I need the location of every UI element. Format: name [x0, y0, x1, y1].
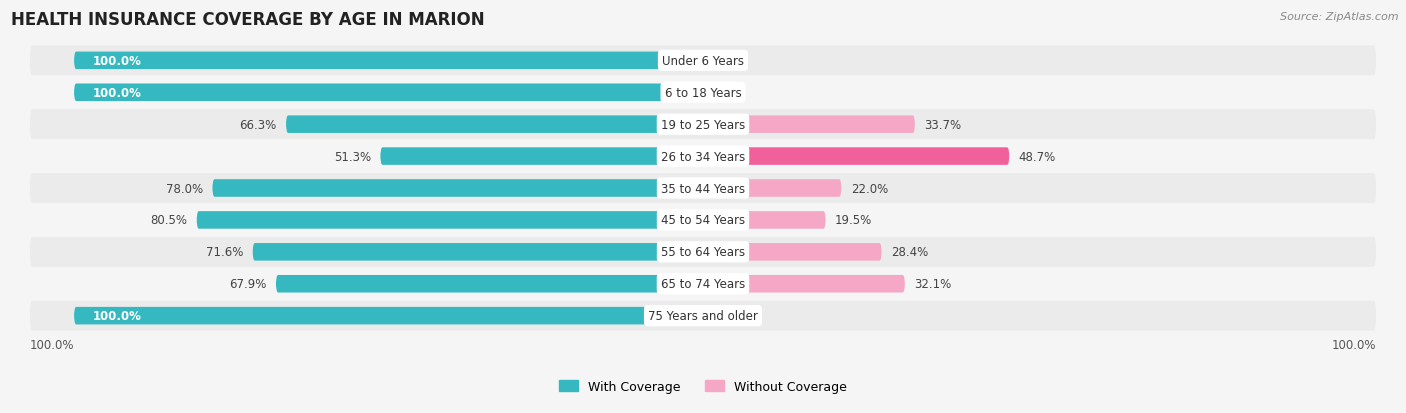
Text: 0.0%: 0.0% — [716, 309, 745, 323]
FancyBboxPatch shape — [703, 211, 825, 229]
FancyBboxPatch shape — [75, 52, 703, 70]
FancyBboxPatch shape — [30, 78, 1376, 108]
Text: 65 to 74 Years: 65 to 74 Years — [661, 278, 745, 291]
Text: 26 to 34 Years: 26 to 34 Years — [661, 150, 745, 163]
Text: 19.5%: 19.5% — [835, 214, 872, 227]
Text: 100.0%: 100.0% — [30, 338, 75, 351]
Text: 45 to 54 Years: 45 to 54 Years — [661, 214, 745, 227]
FancyBboxPatch shape — [30, 110, 1376, 140]
FancyBboxPatch shape — [285, 116, 703, 134]
Text: Source: ZipAtlas.com: Source: ZipAtlas.com — [1281, 12, 1399, 22]
Text: 100.0%: 100.0% — [1331, 338, 1376, 351]
FancyBboxPatch shape — [197, 211, 703, 229]
FancyBboxPatch shape — [212, 180, 703, 197]
FancyBboxPatch shape — [30, 142, 1376, 172]
FancyBboxPatch shape — [703, 244, 882, 261]
Text: 33.7%: 33.7% — [924, 119, 962, 131]
Text: 51.3%: 51.3% — [333, 150, 371, 163]
Text: 35 to 44 Years: 35 to 44 Years — [661, 182, 745, 195]
Text: 48.7%: 48.7% — [1019, 150, 1056, 163]
FancyBboxPatch shape — [30, 237, 1376, 267]
Text: 80.5%: 80.5% — [150, 214, 187, 227]
Text: HEALTH INSURANCE COVERAGE BY AGE IN MARION: HEALTH INSURANCE COVERAGE BY AGE IN MARI… — [11, 11, 485, 29]
Text: 67.9%: 67.9% — [229, 278, 267, 291]
Legend: With Coverage, Without Coverage: With Coverage, Without Coverage — [554, 375, 852, 398]
FancyBboxPatch shape — [703, 148, 1010, 166]
Text: Under 6 Years: Under 6 Years — [662, 55, 744, 68]
FancyBboxPatch shape — [75, 307, 703, 325]
Text: 0.0%: 0.0% — [716, 87, 745, 100]
Text: 19 to 25 Years: 19 to 25 Years — [661, 119, 745, 131]
FancyBboxPatch shape — [381, 148, 703, 166]
FancyBboxPatch shape — [30, 46, 1376, 76]
Text: 28.4%: 28.4% — [891, 246, 928, 259]
Text: 6 to 18 Years: 6 to 18 Years — [665, 87, 741, 100]
Text: 75 Years and older: 75 Years and older — [648, 309, 758, 323]
Text: 32.1%: 32.1% — [914, 278, 952, 291]
Text: 78.0%: 78.0% — [166, 182, 202, 195]
FancyBboxPatch shape — [30, 301, 1376, 331]
FancyBboxPatch shape — [30, 269, 1376, 299]
Text: 100.0%: 100.0% — [93, 55, 142, 68]
FancyBboxPatch shape — [703, 116, 915, 134]
Text: 66.3%: 66.3% — [239, 119, 277, 131]
FancyBboxPatch shape — [703, 275, 905, 293]
Text: 71.6%: 71.6% — [205, 246, 243, 259]
FancyBboxPatch shape — [276, 275, 703, 293]
FancyBboxPatch shape — [253, 244, 703, 261]
FancyBboxPatch shape — [703, 180, 841, 197]
Text: 55 to 64 Years: 55 to 64 Years — [661, 246, 745, 259]
FancyBboxPatch shape — [75, 84, 703, 102]
Text: 100.0%: 100.0% — [93, 87, 142, 100]
Text: 100.0%: 100.0% — [93, 309, 142, 323]
FancyBboxPatch shape — [30, 205, 1376, 235]
Text: 0.0%: 0.0% — [716, 55, 745, 68]
Text: 22.0%: 22.0% — [851, 182, 889, 195]
FancyBboxPatch shape — [30, 173, 1376, 204]
